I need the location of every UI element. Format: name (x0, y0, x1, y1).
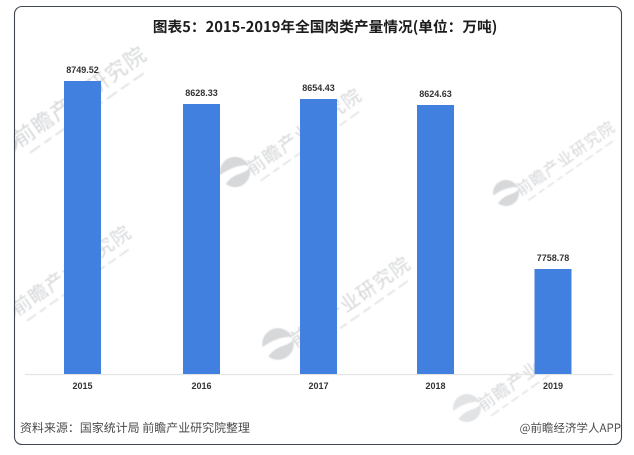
svg-text:2018: 2018 (425, 381, 445, 391)
svg-text:8624.63: 8624.63 (419, 89, 452, 99)
svg-text:7758.78: 7758.78 (537, 253, 570, 263)
svg-text:2017: 2017 (308, 381, 328, 391)
svg-text:2015: 2015 (72, 381, 92, 391)
svg-text:8749.52: 8749.52 (66, 65, 99, 75)
svg-text:8654.43: 8654.43 (302, 83, 335, 93)
svg-text:8628.33: 8628.33 (185, 88, 218, 98)
svg-text:2019: 2019 (543, 381, 563, 391)
svg-text:2016: 2016 (191, 381, 211, 391)
